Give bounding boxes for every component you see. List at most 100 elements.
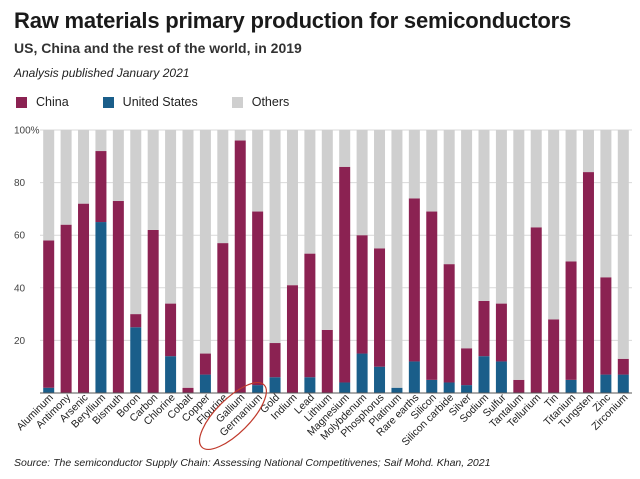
bar-others-silver <box>461 130 473 349</box>
legend-item-united-states: United States <box>102 95 198 109</box>
bar-china-sodium <box>478 300 490 357</box>
legend-label-united-states: United States <box>122 95 198 109</box>
legend-swatch-china <box>16 96 27 108</box>
analysis-note: Analysis published January 2021 <box>14 66 190 80</box>
bar-others-boron <box>130 130 142 315</box>
bar-others-antimony <box>60 130 72 225</box>
bar-others-carbon <box>147 130 159 230</box>
bar-united-states-zirconium <box>617 374 629 393</box>
bar-others-tantalum <box>513 130 525 380</box>
bar-china-chlorine <box>165 303 177 357</box>
bar-china-indium <box>286 285 298 393</box>
legend-item-china: China <box>16 95 69 109</box>
bar-china-zirconium <box>617 358 629 375</box>
bar-united-states-silicon-carbide <box>443 382 455 393</box>
bar-others-chlorine <box>165 130 177 304</box>
bar-others-gallium <box>234 130 246 141</box>
bar-others-cobalt <box>182 130 194 388</box>
bar-china-copper <box>199 353 211 375</box>
bar-china-tantalum <box>513 379 525 393</box>
bar-united-states-titanium <box>565 379 577 393</box>
bar-united-states-silicon <box>426 379 438 393</box>
bar-china-boron <box>130 314 142 328</box>
bar-china-arsenic <box>78 203 90 393</box>
bar-others-molybdenum <box>356 130 368 236</box>
bar-united-states-magnesium <box>339 382 351 393</box>
bar-china-lead <box>304 253 316 378</box>
bar-others-arsenic <box>78 130 90 204</box>
bar-china-carbon <box>147 229 159 393</box>
bar-others-zirconium <box>617 130 629 359</box>
bar-china-cobalt <box>182 387 194 393</box>
bar-china-rare-earths <box>408 198 420 362</box>
bar-others-indium <box>286 130 298 286</box>
bar-china-tin <box>548 319 560 393</box>
bar-others-bismuth <box>112 130 124 202</box>
chart-title: Raw materials primary production for sem… <box>14 8 572 33</box>
bar-others-germanium <box>252 130 264 212</box>
bar-china-aluminum <box>43 240 55 388</box>
bar-china-silicon-carbide <box>443 264 455 383</box>
bar-china-beryllium <box>95 151 107 223</box>
bar-china-molybdenum <box>356 235 368 354</box>
bar-china-phosphorus <box>374 248 386 367</box>
legend-swatch-united-states <box>102 96 114 108</box>
bar-china-tungsten <box>582 172 594 393</box>
bar-others-sulfur <box>495 130 507 304</box>
bar-china-gold <box>269 343 281 378</box>
bar-china-silver <box>461 348 473 386</box>
y-tick-label: 60 <box>14 231 26 242</box>
y-tick-label: 100% <box>14 126 40 137</box>
bar-united-states-boron <box>130 327 142 393</box>
bar-others-flourine <box>217 130 229 244</box>
bar-others-lithium <box>321 130 333 330</box>
bar-others-copper <box>199 130 211 354</box>
bar-united-states-silver <box>461 385 473 393</box>
bar-china-tellurium <box>530 227 542 393</box>
bar-others-rare-earths <box>408 130 420 199</box>
bar-united-states-sodium <box>478 356 490 393</box>
legend-label-china: China <box>36 95 69 109</box>
bar-others-platinum <box>391 130 403 388</box>
bar-others-silicon <box>426 130 438 212</box>
y-tick-label: 80 <box>14 178 26 189</box>
chart-subtitle: US, China and the rest of the world, in … <box>14 40 302 56</box>
bar-others-titanium <box>565 130 577 262</box>
bar-others-lead <box>304 130 316 254</box>
legend-label-others: Others <box>251 95 290 109</box>
bar-china-sulfur <box>495 303 507 362</box>
bar-others-silicon-carbide <box>443 130 455 265</box>
annotation-circle <box>198 382 267 450</box>
bar-united-states-phosphorus <box>374 366 386 393</box>
bar-others-beryllium <box>95 130 107 152</box>
bar-china-germanium <box>252 211 264 386</box>
bar-china-flourine <box>217 243 229 393</box>
bar-others-aluminum <box>43 130 55 241</box>
bar-united-states-gold <box>269 377 281 393</box>
bar-china-bismuth <box>112 201 124 393</box>
bar-china-silicon <box>426 211 438 380</box>
bar-united-states-platinum <box>391 387 403 393</box>
bar-united-states-lead <box>304 377 316 393</box>
bar-united-states-chlorine <box>165 356 177 393</box>
bar-others-tellurium <box>530 130 542 228</box>
bar-china-magnesium <box>339 166 351 383</box>
bar-china-zinc <box>600 277 612 375</box>
bar-china-titanium <box>565 261 577 380</box>
source-note: Source: The semiconductor Supply Chain: … <box>14 457 491 469</box>
bar-united-states-rare-earths <box>408 361 420 393</box>
bar-united-states-aluminum <box>43 387 55 393</box>
bar-others-tungsten <box>582 130 594 173</box>
bar-united-states-zinc <box>600 374 612 393</box>
bar-china-antimony <box>60 224 72 393</box>
bar-united-states-germanium <box>252 385 264 393</box>
bar-china-gallium <box>234 140 246 393</box>
bar-others-tin <box>548 130 560 320</box>
bar-others-magnesium <box>339 130 351 167</box>
legend-swatch-others <box>231 96 243 108</box>
bar-others-phosphorus <box>374 130 386 249</box>
bar-others-zinc <box>600 130 612 278</box>
bar-others-gold <box>269 130 281 344</box>
bar-united-states-beryllium <box>95 222 107 393</box>
